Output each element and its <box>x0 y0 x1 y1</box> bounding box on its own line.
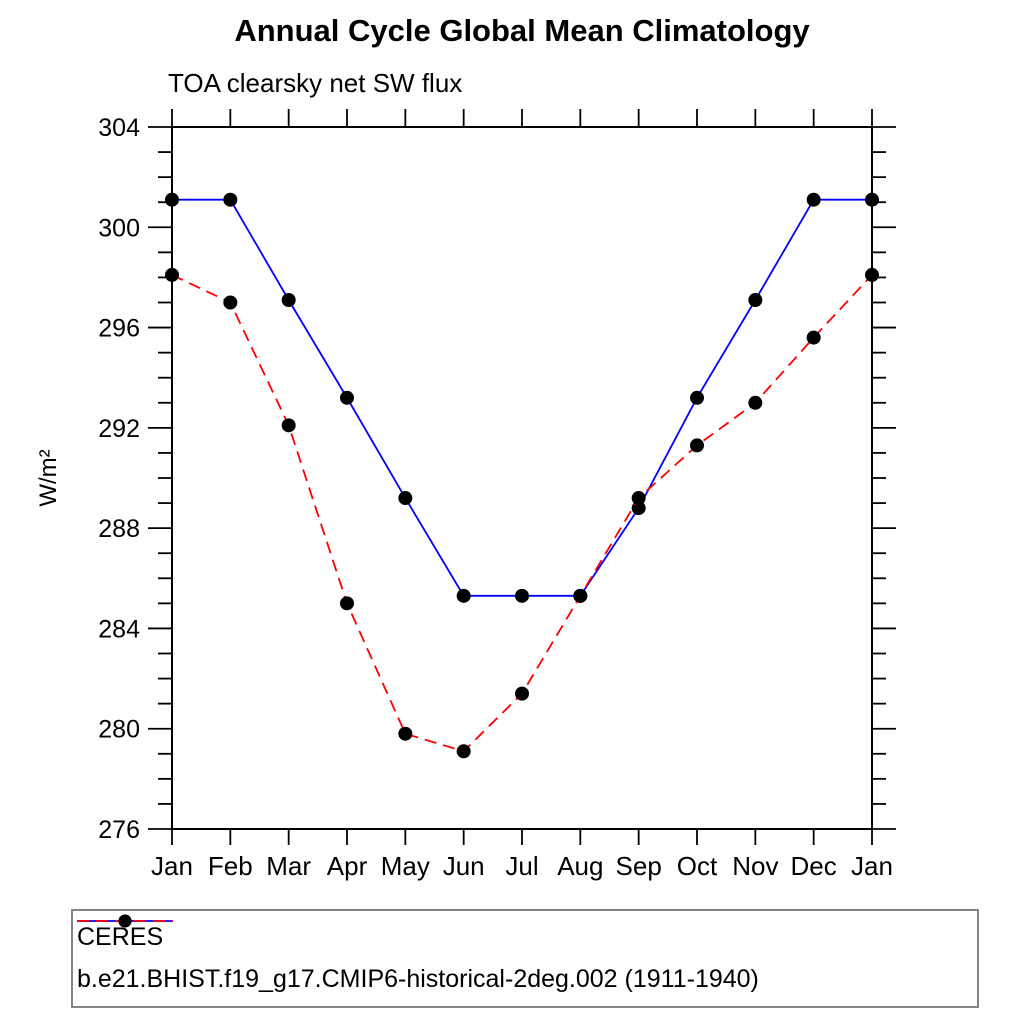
data-point-marker <box>573 588 588 603</box>
x-tick-label: Aug <box>557 851 603 881</box>
data-point-marker <box>456 588 471 603</box>
x-tick-label: Jan <box>151 851 193 881</box>
legend-marker-icon <box>118 914 132 928</box>
x-tick-label: Jul <box>505 851 538 881</box>
data-point-marker <box>340 596 354 611</box>
x-tick-label: Mar <box>266 851 311 881</box>
y-tick-label: 276 <box>98 816 140 844</box>
x-tick-label: Feb <box>208 851 253 881</box>
y-axis-label: W/m² <box>35 449 62 506</box>
data-point-marker <box>281 292 296 307</box>
data-point-marker <box>340 390 354 405</box>
y-tick-label: 296 <box>98 315 140 343</box>
legend-label-ceres: CERES <box>77 922 164 951</box>
data-point-marker <box>748 292 763 307</box>
data-point-marker <box>165 267 179 282</box>
y-tick-label: 300 <box>98 214 140 242</box>
x-tick-label: Dec <box>791 851 837 881</box>
y-tick-label: 280 <box>98 716 140 744</box>
x-tick-label: Apr <box>327 851 368 881</box>
data-point-marker <box>690 438 704 453</box>
data-point-marker <box>223 295 238 310</box>
x-tick-label: Oct <box>677 851 718 881</box>
data-point-marker <box>806 330 821 345</box>
legend-item-ceres: CERES <box>77 914 977 958</box>
x-axis: Jan Feb Mar Apr May Jun Jul Aug Sep Oct Nov Dec Jan <box>151 109 893 881</box>
data-point-marker <box>456 744 471 759</box>
series-line <box>172 198 872 597</box>
y-tick-label: 304 <box>98 114 140 142</box>
x-tick-label: Jan <box>851 851 893 881</box>
data-point-marker <box>398 491 413 506</box>
data-point-marker <box>631 491 646 506</box>
x-tick-label: Sep <box>616 851 662 881</box>
data-point-marker <box>865 267 879 282</box>
legend-line-sample-model <box>77 914 173 928</box>
series-model <box>165 267 879 759</box>
data-point-marker <box>398 726 413 741</box>
data-point-marker <box>748 395 763 410</box>
data-point-marker <box>865 192 879 207</box>
data-point-marker <box>515 588 529 603</box>
y-tick-label: 292 <box>98 415 140 443</box>
data-point-marker <box>223 192 238 207</box>
x-tick-label: Jun <box>443 851 485 881</box>
y-tick-label: 288 <box>98 515 140 543</box>
data-point-marker <box>281 418 296 433</box>
chart-subtitle: TOA clearsky net SW flux <box>168 68 463 98</box>
data-point-marker <box>165 192 179 207</box>
data-point-marker <box>515 686 529 701</box>
data-point-marker <box>806 192 821 207</box>
data-point-marker <box>690 390 704 405</box>
series-ceres <box>165 192 879 603</box>
y-tick-label: 284 <box>98 615 140 643</box>
legend-label-model: b.e21.BHIST.f19_g17.CMIP6-historical-2de… <box>77 964 759 993</box>
x-tick-label: Nov <box>732 851 778 881</box>
x-tick-label: May <box>381 851 430 881</box>
series-line <box>171 274 873 753</box>
legend: CERES b.e21.BHIST.f19_g17.CMIP6-historic… <box>71 909 979 1008</box>
chart-title: Annual Cycle Global Mean Climatology <box>234 13 810 48</box>
plot-frame <box>171 126 873 830</box>
y-axis: 276 280 284 288 292 296 300 304 <box>98 114 896 844</box>
legend-item-model: b.e21.BHIST.f19_g17.CMIP6-historical-2de… <box>77 914 977 1000</box>
